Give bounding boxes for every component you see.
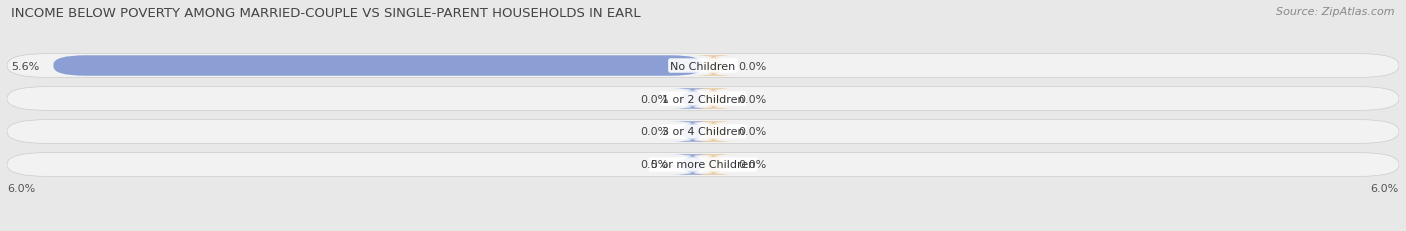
- FancyBboxPatch shape: [7, 153, 1399, 177]
- FancyBboxPatch shape: [692, 155, 735, 175]
- Text: 5 or more Children: 5 or more Children: [651, 160, 755, 170]
- FancyBboxPatch shape: [671, 122, 714, 142]
- Text: Source: ZipAtlas.com: Source: ZipAtlas.com: [1277, 7, 1395, 17]
- FancyBboxPatch shape: [692, 122, 735, 142]
- Text: INCOME BELOW POVERTY AMONG MARRIED-COUPLE VS SINGLE-PARENT HOUSEHOLDS IN EARL: INCOME BELOW POVERTY AMONG MARRIED-COUPL…: [11, 7, 641, 20]
- FancyBboxPatch shape: [692, 89, 735, 109]
- Text: 0.0%: 0.0%: [640, 94, 668, 104]
- FancyBboxPatch shape: [7, 87, 1399, 111]
- Text: 0.0%: 0.0%: [738, 61, 766, 71]
- FancyBboxPatch shape: [692, 56, 735, 76]
- Text: 0.0%: 0.0%: [738, 94, 766, 104]
- FancyBboxPatch shape: [671, 155, 714, 175]
- Text: 6.0%: 6.0%: [1371, 183, 1399, 193]
- Text: 6.0%: 6.0%: [7, 183, 35, 193]
- FancyBboxPatch shape: [7, 54, 1399, 78]
- FancyBboxPatch shape: [53, 56, 703, 76]
- Text: 3 or 4 Children: 3 or 4 Children: [662, 127, 744, 137]
- Text: 0.0%: 0.0%: [640, 160, 668, 170]
- Text: 1 or 2 Children: 1 or 2 Children: [662, 94, 744, 104]
- Text: 5.6%: 5.6%: [11, 61, 39, 71]
- FancyBboxPatch shape: [671, 89, 714, 109]
- Text: 0.0%: 0.0%: [738, 160, 766, 170]
- Text: 0.0%: 0.0%: [640, 127, 668, 137]
- FancyBboxPatch shape: [7, 120, 1399, 144]
- Text: No Children: No Children: [671, 61, 735, 71]
- Text: 0.0%: 0.0%: [738, 127, 766, 137]
